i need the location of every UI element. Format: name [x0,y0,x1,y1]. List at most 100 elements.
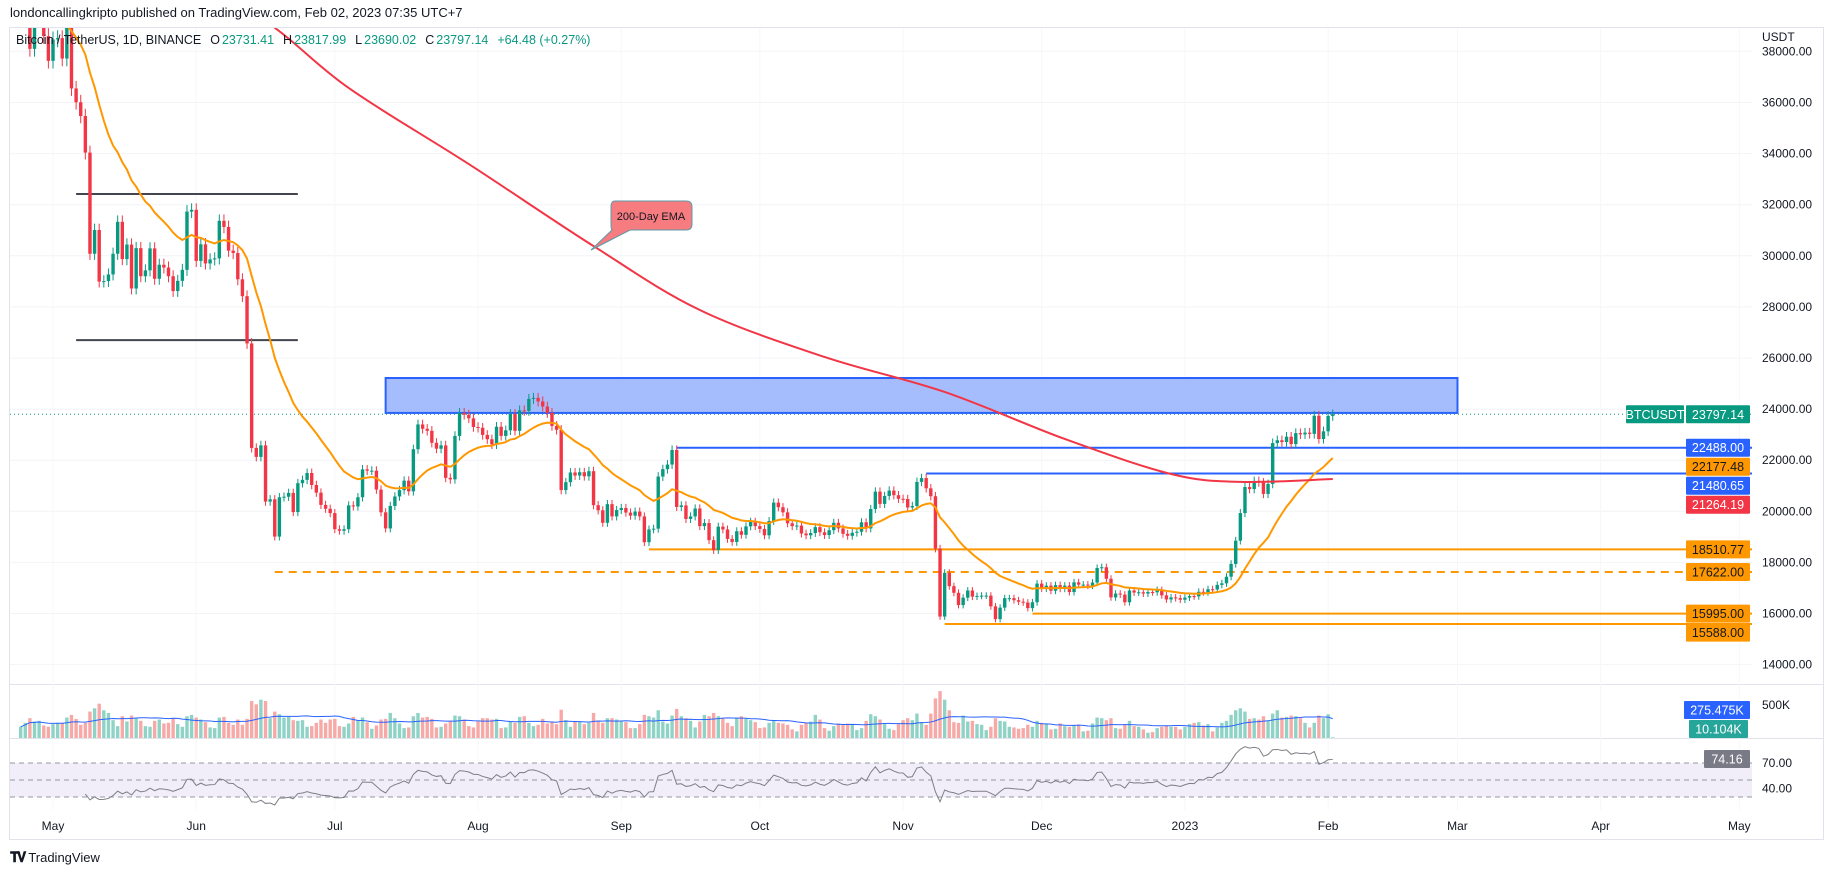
volume-bar [1201,725,1206,738]
volume-bar [605,718,610,738]
candle [1229,563,1233,577]
volume-bar [661,721,665,738]
currency-label: USDT [1762,30,1795,44]
volume-bar [1016,728,1021,738]
price-tick-label: 26000.00 [1762,351,1812,365]
volume-bar [795,731,799,738]
volume-bar [647,716,651,738]
candle [601,510,605,523]
symbol-label: BTCUSDT [1625,408,1684,422]
candle [65,28,69,59]
tradingview-brand[interactable]: 𝐓𝐕 TradingView [10,849,100,866]
candle [767,521,771,536]
candle [476,426,480,428]
candle [1321,431,1326,439]
volume-bar [725,722,730,738]
time-tick-label: Jun [187,819,206,833]
volume-bar [688,720,693,738]
candle [97,229,101,282]
volume-bar [1160,726,1164,738]
time-axis[interactable]: May Jun Jul Aug Sep Oct Nov Dec 2023 Feb Mar Apr May [42,819,1751,833]
candle [1016,600,1021,602]
volume-bar [176,724,180,738]
candle [975,595,979,597]
ema200-line [273,28,1333,484]
candle [55,38,60,40]
candle [984,595,988,597]
candle [245,296,249,344]
volume-bar [1127,720,1132,738]
volume-bar [679,716,684,738]
candle [430,430,434,443]
volume-bar [300,720,305,738]
volume-bar [1063,726,1067,738]
volume-bar [869,714,873,738]
rsi-line [84,746,1333,806]
volume-bar [536,724,540,738]
candle [425,428,429,431]
candle [762,528,767,536]
price-tick-label: 20000.00 [1762,504,1812,518]
volume-bar [878,719,882,738]
candle [993,606,998,620]
volume-bar [1164,725,1169,738]
volume-bar [32,721,37,738]
volume-bar [762,727,767,738]
volume-bar [1307,727,1312,738]
candle [795,525,799,527]
volume-bar [1003,721,1007,738]
candle [670,449,674,465]
candle [1331,414,1335,416]
candle [74,88,78,103]
candle [106,274,111,282]
volume-bar [83,722,88,738]
volume-bar [702,714,707,738]
candle [115,221,120,254]
volume-bar [781,723,785,738]
volume-bar [1284,716,1289,738]
price-axis[interactable]: 14000.00 16000.00 18000.00 20000.00 22000.00… [1762,44,1812,795]
candle [494,426,499,445]
candle [1173,597,1178,599]
volume-bar [1146,732,1150,738]
volume-bar [1053,728,1058,738]
candle [291,492,295,513]
candle [462,412,466,415]
candle [989,595,993,607]
volume-bar [319,719,323,738]
price-tick-label: 22000.00 [1762,453,1812,467]
candle [591,471,596,506]
candle [882,495,887,504]
candle [162,264,166,268]
volume-bar [772,720,776,738]
candle [1137,592,1141,594]
candle [254,447,258,457]
candles-layer [28,28,1335,623]
candle [208,259,212,264]
volume-bar [448,720,453,738]
candle [1141,592,1146,594]
volume-bar [508,721,513,738]
volume-bar [420,717,425,738]
volume-bar [397,723,402,738]
volume-bar [439,726,443,738]
price-tick-label: 38000.00 [1762,44,1812,58]
candle [1123,594,1127,603]
candle [781,507,785,513]
volume-bar [282,717,286,738]
volume-label-box [1689,720,1748,738]
volume-bar [314,722,319,738]
volume-bar [1058,723,1062,738]
volume-bar [208,727,212,738]
volume-bar [910,720,915,738]
candle [28,28,32,49]
price-tick-label: 18000.00 [1762,555,1812,569]
ema200-callout[interactable]: 200-Day EMA [590,200,693,251]
candle [947,572,951,587]
candle [1076,582,1081,585]
candle [614,510,619,517]
symbol-name[interactable]: Bitcoin / TetherUS, 1D, BINANCE [16,33,202,47]
volume-bar [790,729,794,738]
candle [564,482,568,491]
